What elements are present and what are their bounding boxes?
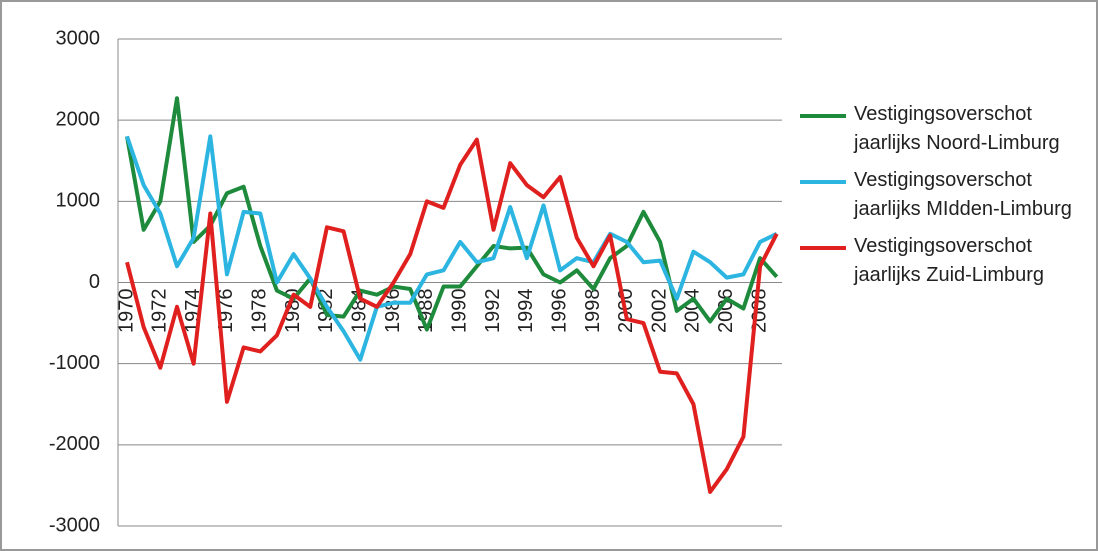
- x-tick-label: 1998: [582, 289, 604, 334]
- y-tick-label: -1000: [49, 352, 100, 374]
- legend-swatch: [800, 246, 846, 250]
- series-line: [125, 134, 778, 362]
- legend-swatch: [800, 180, 846, 184]
- x-tick-label: 1986: [382, 289, 404, 334]
- x-tick-label: 1990: [448, 289, 470, 334]
- legend-label: Vestigingsoverschot jaarlijks MIdden-Lim…: [854, 169, 1072, 220]
- y-tick-label: 0: [89, 271, 100, 293]
- series-line: [125, 137, 779, 494]
- x-tick-label: 2004: [682, 289, 704, 334]
- legend-entry: Vestigingsoverschot jaarlijks Noord-Limb…: [800, 100, 1090, 158]
- x-tick-label: 1996: [548, 289, 570, 334]
- legend-swatch: [800, 114, 846, 118]
- legend-label: Vestigingsoverschot jaarlijks Noord-Limb…: [854, 103, 1060, 154]
- legend-entry: Vestigingsoverschot jaarlijks MIdden-Lim…: [800, 166, 1090, 224]
- x-tick-label: 2002: [648, 289, 670, 334]
- legend-label: Vestigingsoverschot jaarlijks Zuid-Limbu…: [854, 235, 1045, 286]
- y-tick-label: 3000: [56, 27, 101, 49]
- x-tick-label: 1970: [115, 289, 137, 334]
- y-tick-label: 1000: [56, 190, 101, 212]
- x-tick-label: 1994: [515, 289, 537, 334]
- legend-entry: Vestigingsoverschot jaarlijks Zuid-Limbu…: [800, 232, 1090, 290]
- x-tick-label: 2008: [748, 289, 770, 334]
- y-tick-label: -3000: [49, 514, 100, 536]
- legend: Vestigingsoverschot jaarlijks Noord-Limb…: [800, 100, 1090, 298]
- y-tick-label: -2000: [49, 433, 100, 455]
- y-tick-label: 2000: [56, 108, 101, 130]
- x-tick-label: 1978: [249, 289, 271, 334]
- x-tick-label: 1992: [482, 289, 504, 334]
- x-tick-label: 1972: [149, 289, 171, 334]
